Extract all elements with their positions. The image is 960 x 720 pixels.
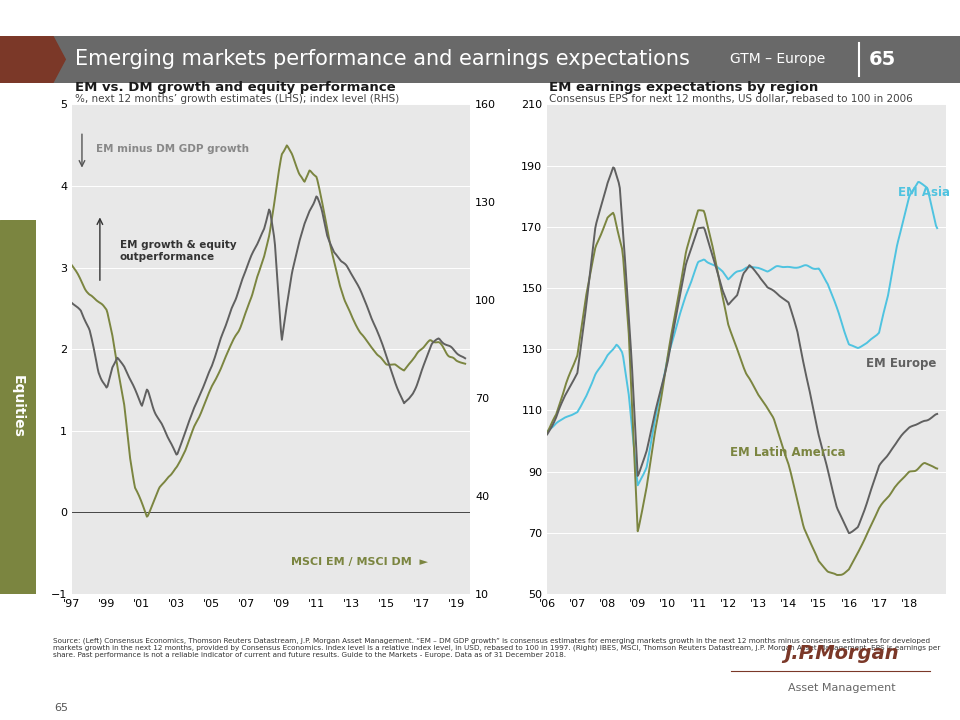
Text: EM Asia: EM Asia: [898, 186, 949, 199]
Text: 65: 65: [54, 703, 68, 713]
Text: EM Europe: EM Europe: [866, 357, 936, 370]
Text: 65: 65: [869, 50, 896, 69]
Text: Source: (Left) Consensus Economics, Thomson Reuters Datastream, J.P. Morgan Asse: Source: (Left) Consensus Economics, Thom…: [53, 637, 940, 658]
Text: EM growth & equity
outperformance: EM growth & equity outperformance: [120, 240, 236, 262]
Polygon shape: [0, 36, 65, 83]
Text: GTM – Europe: GTM – Europe: [730, 53, 825, 66]
Text: Asset Management: Asset Management: [787, 683, 896, 693]
Text: J.P.Morgan: J.P.Morgan: [784, 644, 899, 663]
Text: %, next 12 months’ growth estimates (LHS); index level (RHS): %, next 12 months’ growth estimates (LHS…: [75, 94, 399, 104]
Text: Emerging markets performance and earnings expectations: Emerging markets performance and earning…: [75, 50, 689, 69]
Text: MSCI EM / MSCI DM  ►: MSCI EM / MSCI DM ►: [291, 557, 428, 567]
Text: Equities: Equities: [12, 375, 25, 438]
Text: EM earnings expectations by region: EM earnings expectations by region: [549, 81, 818, 94]
Text: EM minus DM GDP growth: EM minus DM GDP growth: [96, 145, 249, 155]
Text: EM Latin America: EM Latin America: [731, 446, 846, 459]
Text: Consensus EPS for next 12 months, US dollar, rebased to 100 in 2006: Consensus EPS for next 12 months, US dol…: [549, 94, 913, 104]
Text: EM vs. DM growth and equity performance: EM vs. DM growth and equity performance: [75, 81, 396, 94]
